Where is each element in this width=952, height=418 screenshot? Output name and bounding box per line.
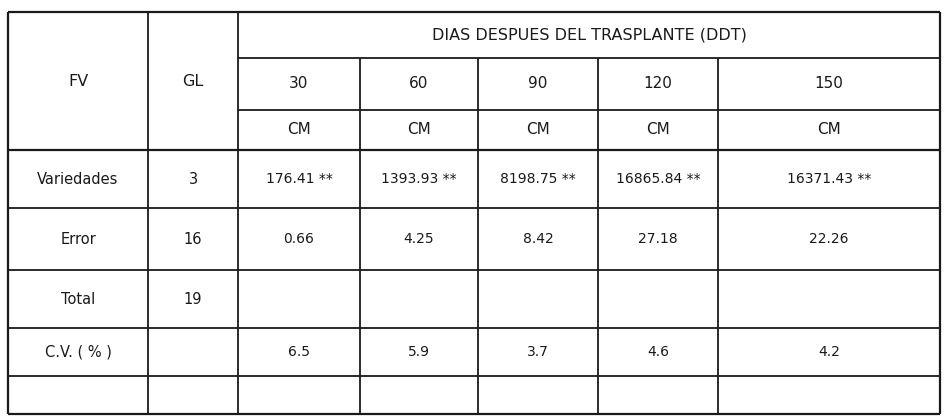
Text: 4.6: 4.6 xyxy=(647,345,669,359)
Text: 16371.43 **: 16371.43 ** xyxy=(786,172,871,186)
Text: FV: FV xyxy=(68,74,89,89)
Text: Error: Error xyxy=(60,232,96,247)
Text: CM: CM xyxy=(817,122,841,138)
Text: 27.18: 27.18 xyxy=(638,232,678,246)
Text: 4.25: 4.25 xyxy=(404,232,434,246)
Text: 150: 150 xyxy=(815,76,843,92)
Text: 6.5: 6.5 xyxy=(288,345,310,359)
Text: 22.26: 22.26 xyxy=(809,232,849,246)
Text: GL: GL xyxy=(183,74,204,89)
Text: 16: 16 xyxy=(184,232,202,247)
Text: Variedades: Variedades xyxy=(37,171,119,186)
Text: 8198.75 **: 8198.75 ** xyxy=(500,172,576,186)
Text: 90: 90 xyxy=(528,76,547,92)
Text: 5.9: 5.9 xyxy=(408,345,430,359)
Text: 4.2: 4.2 xyxy=(818,345,840,359)
Text: C.V. ( % ): C.V. ( % ) xyxy=(45,344,111,359)
Text: 1393.93 **: 1393.93 ** xyxy=(381,172,457,186)
Text: 30: 30 xyxy=(289,76,308,92)
Text: 0.66: 0.66 xyxy=(284,232,314,246)
Text: 19: 19 xyxy=(184,291,202,306)
Text: CM: CM xyxy=(646,122,670,138)
Text: 3.7: 3.7 xyxy=(527,345,549,359)
Text: 3: 3 xyxy=(188,171,198,186)
Text: DIAS DESPUES DEL TRASPLANTE (DDT): DIAS DESPUES DEL TRASPLANTE (DDT) xyxy=(431,28,746,43)
Text: CM: CM xyxy=(407,122,431,138)
Text: 60: 60 xyxy=(409,76,428,92)
Text: 120: 120 xyxy=(644,76,672,92)
Text: 16865.84 **: 16865.84 ** xyxy=(616,172,701,186)
Text: CM: CM xyxy=(288,122,311,138)
Text: 8.42: 8.42 xyxy=(523,232,553,246)
Text: Total: Total xyxy=(61,291,95,306)
Text: 176.41 **: 176.41 ** xyxy=(266,172,332,186)
Text: CM: CM xyxy=(526,122,550,138)
